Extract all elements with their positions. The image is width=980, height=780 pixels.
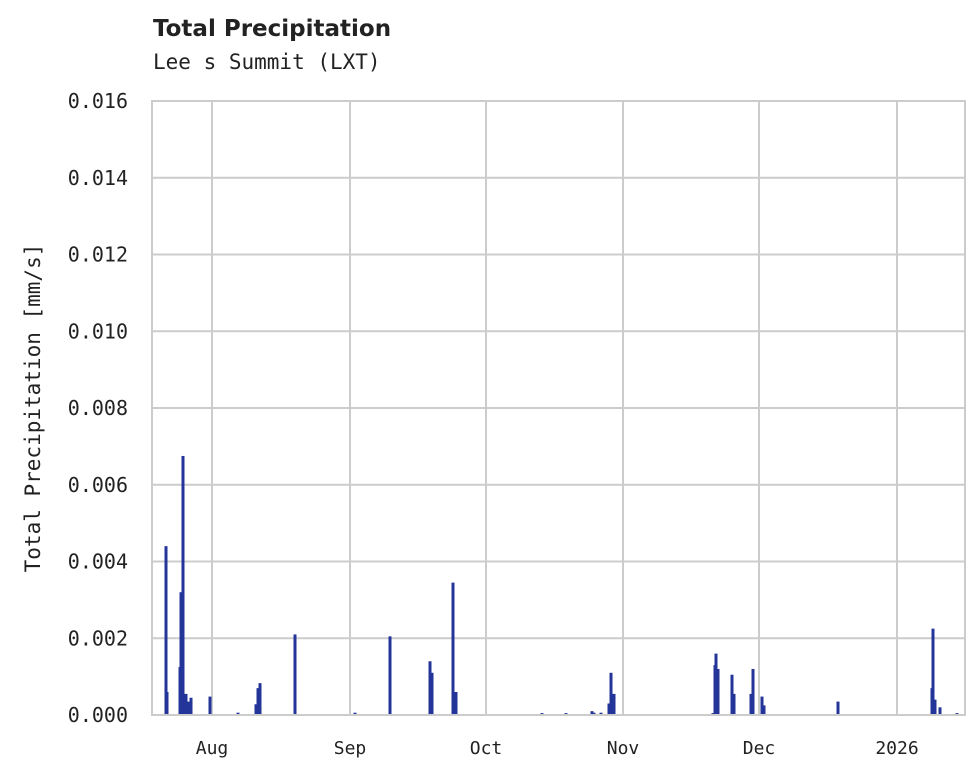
precipitation-bar <box>166 692 169 715</box>
precipitation-bar <box>610 673 613 715</box>
precipitation-bar <box>613 694 616 715</box>
precipitation-bar <box>389 636 392 715</box>
precipitation-bar <box>431 673 434 715</box>
y-axis-label: Total Precipitation [mm/s] <box>21 244 45 573</box>
precipitation-bar <box>452 583 455 715</box>
x-tick-label: 2026 <box>875 738 918 759</box>
x-tick-label: Dec <box>743 738 776 759</box>
precipitation-bar <box>717 669 720 715</box>
precipitation-bar <box>837 702 840 715</box>
precipitation-bar <box>294 634 297 715</box>
precipitation-bar <box>182 456 185 715</box>
precipitation-chart: 0.000 0.002 0.004 0.006 0.008 0.010 0.012 0.014… <box>0 0 980 780</box>
y-tick-label: 0.008 <box>68 396 128 420</box>
x-tick-label: Aug <box>196 738 229 759</box>
y-tick-label: 0.002 <box>68 626 128 650</box>
y-tick-label: 0.004 <box>68 550 128 574</box>
precipitation-bar <box>934 700 937 715</box>
precipitation-bar <box>733 694 736 715</box>
x-tick-label: Oct <box>470 738 503 759</box>
grid-lines <box>152 101 965 715</box>
precipitation-bar <box>752 669 755 715</box>
precipitation-bar <box>209 697 212 715</box>
precipitation-bar <box>165 546 168 715</box>
y-axis-ticks: 0.000 0.002 0.004 0.006 0.008 0.010 0.012 0.014… <box>68 89 128 727</box>
x-tick-label: Nov <box>607 738 640 759</box>
precipitation-bar <box>190 698 193 715</box>
precipitation-bar <box>455 692 458 715</box>
y-tick-label: 0.012 <box>68 243 128 267</box>
y-tick-label: 0.014 <box>68 166 128 190</box>
precipitation-bar <box>259 683 262 715</box>
precipitation-bar <box>187 702 190 715</box>
precipitation-bars <box>165 456 959 715</box>
x-tick-label: Sep <box>334 738 367 759</box>
precipitation-bar <box>939 707 942 715</box>
precipitation-bar <box>763 705 766 715</box>
y-tick-label: 0.000 <box>68 703 128 727</box>
y-tick-label: 0.016 <box>68 89 128 113</box>
y-tick-label: 0.006 <box>68 473 128 497</box>
y-tick-label: 0.010 <box>68 319 128 343</box>
x-axis-ticks: Aug Sep Oct Nov Dec 2026 <box>196 738 919 759</box>
